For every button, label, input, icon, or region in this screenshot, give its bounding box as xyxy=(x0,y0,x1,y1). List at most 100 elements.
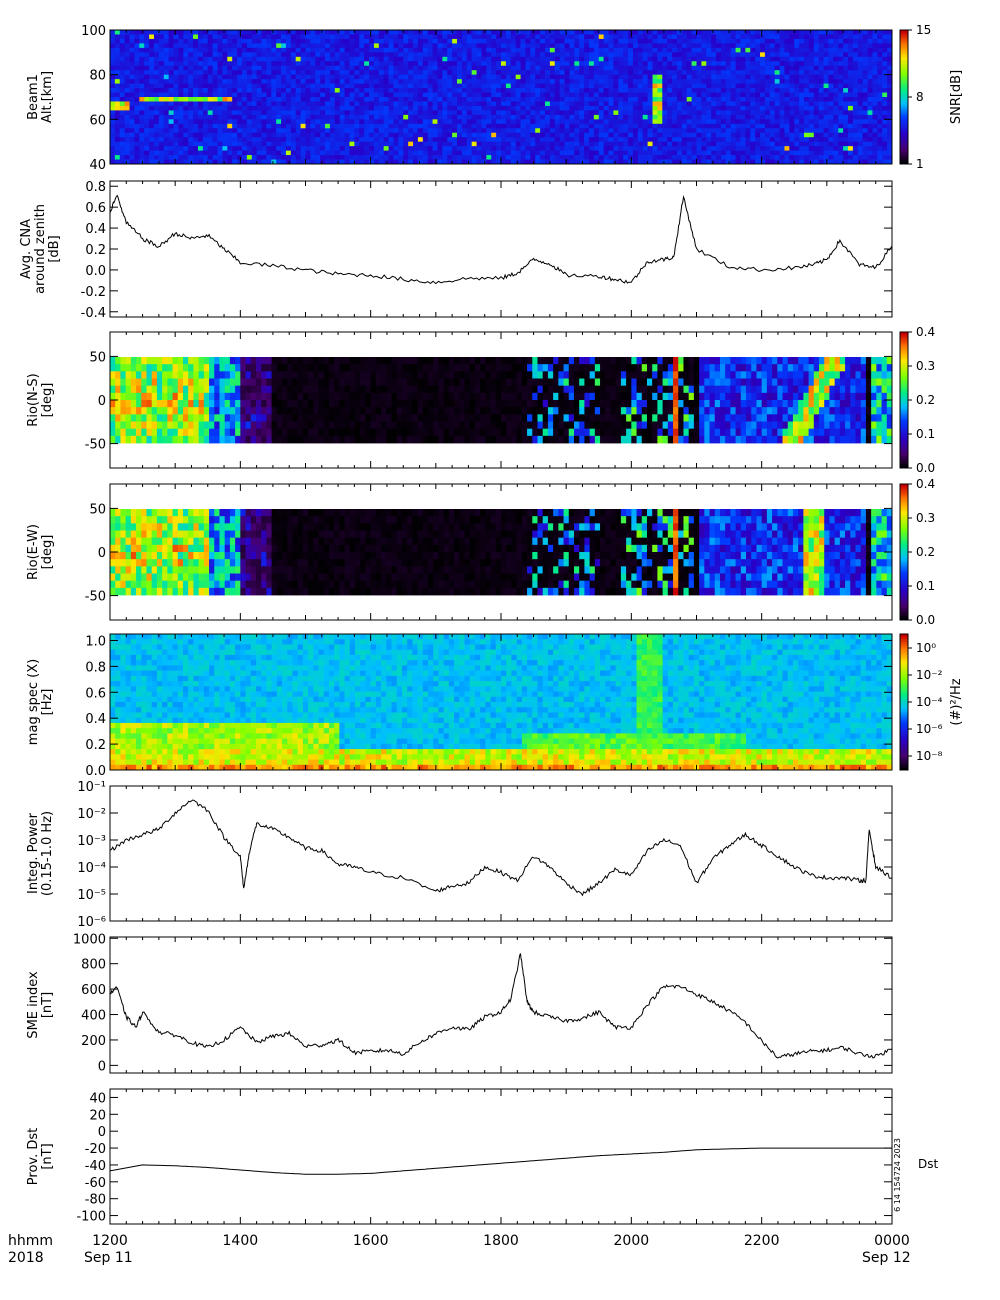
y-tick-label: -0.4 xyxy=(81,306,106,321)
colorbar-tick-label: 10⁰ xyxy=(916,641,936,655)
x-tick-label: 2000 xyxy=(614,1233,650,1249)
y-tick-label: 10⁻⁵ xyxy=(77,888,106,903)
y-axis-label: mag spec (X) xyxy=(26,659,41,745)
y-tick-label: -50 xyxy=(85,590,106,605)
y-tick-label: -50 xyxy=(85,438,106,453)
y-axis-label: around zenith xyxy=(33,204,48,294)
y-tick-label: 0.6 xyxy=(85,201,106,216)
colorbar-tick-label: 10⁻² xyxy=(916,668,943,682)
y-tick-label: -20 xyxy=(85,1142,106,1157)
colorbar-tick-label: 8 xyxy=(916,90,924,104)
date-start-label: Sep 11 xyxy=(84,1250,133,1266)
series-line-power xyxy=(109,799,893,897)
y-axis-label: Rio(E-W) xyxy=(26,524,41,580)
plot-frame xyxy=(109,936,893,1074)
x-tick-label: 1400 xyxy=(223,1233,259,1249)
x-axis-label: hhmm xyxy=(8,1233,53,1249)
plot-frame xyxy=(109,1088,893,1225)
plot-frame xyxy=(109,785,893,922)
panel-rio_ns xyxy=(109,331,893,469)
colorbar-tick-label: 0.0 xyxy=(916,613,935,627)
panel-sme xyxy=(109,936,893,1074)
y-tick-label: 0 xyxy=(98,1125,106,1140)
colorbar-tick-label: 0.3 xyxy=(916,359,935,373)
colorbar-tick-label: 0.2 xyxy=(916,545,935,559)
y-axis-label: Alt.[km] xyxy=(40,71,55,123)
panel-dst xyxy=(109,1088,893,1225)
colorbar-0 xyxy=(899,29,912,165)
y-axis-label: SME index xyxy=(26,971,41,1039)
heatmap-rio_ew xyxy=(110,509,893,596)
y-tick-label: 10⁻³ xyxy=(77,834,106,849)
y-tick-label: 0.0 xyxy=(85,764,106,779)
y-tick-label: 40 xyxy=(89,158,106,173)
y-tick-label: 40 xyxy=(89,1091,106,1106)
y-tick-label: 1.0 xyxy=(85,634,106,649)
y-axis-label: (0.15-1.0 Hz) xyxy=(40,811,55,896)
y-axis-label: Avg. CNA xyxy=(19,219,34,279)
panel-rio_ew xyxy=(109,483,893,621)
y-tick-label: 0.2 xyxy=(85,738,106,753)
panel-mag_spec xyxy=(109,633,893,771)
y-tick-label: 50 xyxy=(89,502,106,517)
x-tick-label: 0000 xyxy=(874,1233,910,1249)
colorbar-tick-label: 15 xyxy=(916,23,931,37)
heatmap-mag_spec xyxy=(110,634,893,771)
series-line-cna xyxy=(109,194,893,285)
x-tick-label: 1200 xyxy=(92,1233,128,1249)
y-tick-label: 10⁻¹ xyxy=(77,780,106,795)
colorbar-4 xyxy=(899,633,912,771)
y-tick-label: 10⁻⁶ xyxy=(77,915,106,930)
y-tick-label: 50 xyxy=(89,350,106,365)
y-tick-label: 10⁻⁴ xyxy=(77,861,106,876)
colorbar-tick-label: 0.3 xyxy=(916,511,935,525)
colorbar-tick-label: 0.0 xyxy=(916,461,935,475)
y-tick-label: 800 xyxy=(81,958,106,973)
y-tick-label: 1000 xyxy=(73,932,106,947)
date-end-label: Sep 12 xyxy=(862,1250,911,1266)
y-axis-label: Rio(N-S) xyxy=(26,373,41,426)
colorbar-tick-label: 1 xyxy=(916,157,924,171)
y-tick-label: 0.6 xyxy=(85,686,106,701)
colorbar-tick-label: 0.1 xyxy=(916,427,935,441)
y-tick-label: -100 xyxy=(76,1210,106,1225)
series-label-dst: Dst xyxy=(918,1157,938,1171)
y-tick-label: 600 xyxy=(81,983,106,998)
year-label: 2018 xyxy=(8,1250,44,1266)
y-axis-label: [nT] xyxy=(40,992,55,1018)
y-tick-label: 0.4 xyxy=(85,222,106,237)
y-tick-label: 0.0 xyxy=(85,264,106,279)
x-tick-label: 1600 xyxy=(353,1233,389,1249)
colorbar-2 xyxy=(899,331,912,469)
y-tick-label: -40 xyxy=(85,1159,106,1174)
y-tick-label: 100 xyxy=(81,24,106,39)
y-tick-label: 0 xyxy=(98,1059,106,1074)
colorbar-3 xyxy=(899,483,912,621)
colorbar-tick-label: 0.2 xyxy=(916,393,935,407)
y-axis-label: Prov. Dst xyxy=(26,1128,41,1185)
colorbar-label: (#)²/Hz xyxy=(949,678,964,725)
heatmap-rio_ns xyxy=(110,357,893,444)
y-axis-label: [Hz] xyxy=(40,689,55,716)
y-tick-label: 10⁻² xyxy=(77,807,106,822)
x-tick-label: 2200 xyxy=(744,1233,780,1249)
y-tick-label: 400 xyxy=(81,1009,106,1024)
colorbar-tick-label: 10⁻⁴ xyxy=(916,695,943,709)
y-tick-label: -0.2 xyxy=(81,285,106,300)
series-line-sme xyxy=(109,953,893,1059)
colorbar-tick-label: 10⁻⁶ xyxy=(916,722,943,736)
y-tick-label: 20 xyxy=(89,1108,106,1123)
x-tick-label: 1800 xyxy=(483,1233,519,1249)
y-axis-label: [nT] xyxy=(40,1143,55,1169)
y-tick-label: -80 xyxy=(85,1193,106,1208)
plot-frame xyxy=(109,180,893,318)
y-tick-label: 0 xyxy=(98,394,106,409)
y-tick-label: -60 xyxy=(85,1176,106,1191)
colorbar-tick-label: 10⁻⁸ xyxy=(916,749,943,763)
y-tick-label: 0.8 xyxy=(85,660,106,675)
y-tick-label: 200 xyxy=(81,1034,106,1049)
colorbar-tick-label: 0.4 xyxy=(916,325,935,339)
y-tick-label: 0.4 xyxy=(85,712,106,727)
colorbar-label: SNR[dB] xyxy=(949,70,964,124)
y-axis-label: Beam1 xyxy=(26,74,41,120)
